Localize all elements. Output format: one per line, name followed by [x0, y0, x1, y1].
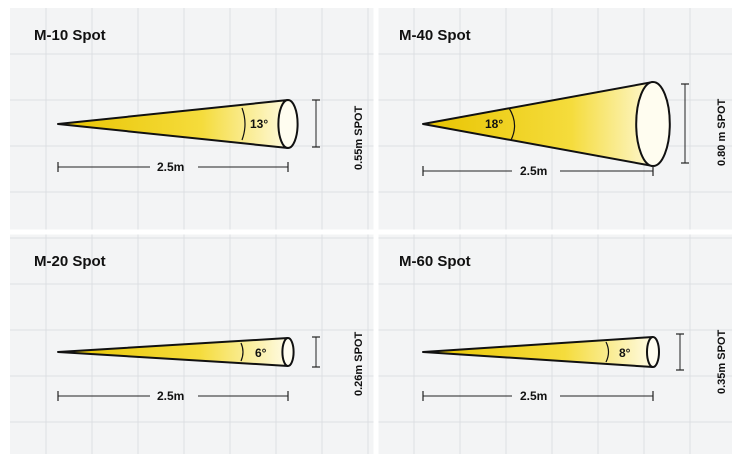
beam-outline [57, 99, 289, 149]
distance-label: 2.5m [157, 160, 184, 174]
beam-angle-arc [508, 107, 516, 141]
spot-size-dimension [312, 99, 320, 148]
distance-dimension [422, 166, 654, 176]
spot-size-dimension [312, 336, 320, 368]
beam-cone [57, 337, 295, 367]
distance-label: 2.5m [520, 164, 547, 178]
spot-size-dimension [681, 83, 689, 164]
distance-dimension [57, 162, 289, 172]
panel-m20-spot: M-20 Spot 6° 2.5m 0.26m SPOT [34, 253, 365, 403]
beam-angle-label: 13° [250, 117, 268, 131]
beam-angle-arc [605, 341, 610, 363]
beam-fill [423, 82, 670, 166]
beam-cone [422, 336, 660, 368]
panel-title: M-60 Spot [399, 253, 471, 270]
panel-title: M-10 Spot [34, 27, 106, 44]
panel-m60-spot: M-60 Spot 8° 2.5m 0.35m SPOT [399, 253, 728, 403]
beam-lens-ellipse [635, 81, 671, 167]
distance-dimension [422, 391, 654, 401]
spot-size-dimension [676, 333, 684, 371]
beam-outline [422, 336, 654, 368]
beam-angle-arc [240, 342, 244, 362]
beam-fill [58, 338, 294, 366]
beam-lens-ellipse [281, 337, 295, 367]
beam-lens-ellipse [646, 336, 660, 368]
spot-size-label: 0.35m SPOT [716, 330, 728, 394]
panel-title: M-20 Spot [34, 253, 106, 270]
beam-angle-label: 8° [619, 346, 631, 360]
beam-angle-label: 6° [255, 346, 267, 360]
beam-angle-label: 18° [485, 117, 503, 131]
panel-title: M-40 Spot [399, 27, 471, 44]
spot-size-label: 0.80 m SPOT [716, 98, 728, 166]
beam-lens-ellipse [277, 99, 299, 149]
distance-label: 2.5m [157, 389, 184, 403]
beam-cone [57, 99, 299, 149]
panel-m10-spot: M-10 Spot 13° 2.5m 0.55m SPOT [34, 27, 365, 174]
distance-dimension [57, 391, 289, 401]
beam-outline [422, 81, 654, 167]
spot-size-label: 0.26m SPOT [353, 332, 365, 396]
beam-fill [58, 100, 298, 148]
beam-cone [422, 81, 671, 167]
spot-size-label: 0.55m SPOT [353, 106, 365, 170]
panel-m40-spot: M-40 Spot 18° 2.5m 0.80 m SPOT [399, 27, 728, 178]
beam-fill [423, 337, 659, 367]
beam-outline [57, 337, 289, 367]
beam-angle-arc [241, 107, 246, 141]
distance-label: 2.5m [520, 389, 547, 403]
